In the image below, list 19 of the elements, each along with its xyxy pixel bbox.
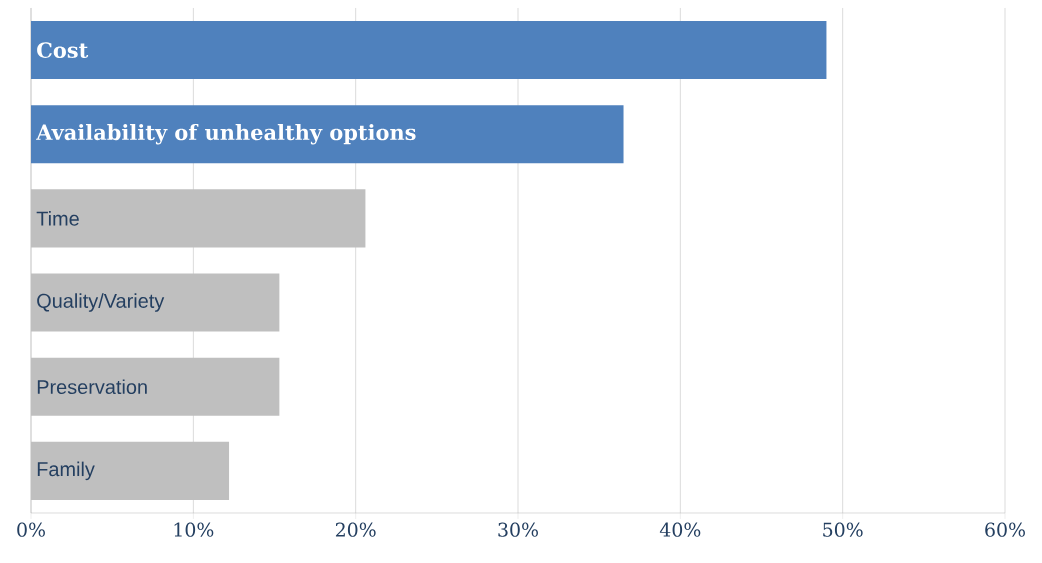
bar: [31, 441, 230, 500]
x-tick-label: 40%: [659, 522, 701, 537]
bar: [31, 21, 827, 80]
x-tick-label: 60%: [985, 522, 1025, 537]
bar: [31, 357, 280, 416]
y-tick-label: Preservation: [37, 379, 147, 395]
x-tick-label: 50%: [823, 522, 863, 537]
x-tick-label: 0%: [17, 522, 45, 537]
x-tick-label: 20%: [335, 522, 376, 537]
bar: [31, 105, 624, 164]
bar: [31, 189, 366, 248]
y-tick-label: Family: [37, 461, 95, 481]
x-tick-label: 30%: [498, 522, 538, 537]
y-tick-label: Cost: [37, 42, 89, 58]
y-tick-label: Quality/Variety: [37, 293, 165, 312]
bar: [31, 273, 280, 332]
y-tick-label: Time: [36, 211, 79, 226]
y-tick-label: Availability of unhealthy options: [36, 123, 416, 145]
x-tick-label: 10%: [174, 522, 214, 537]
